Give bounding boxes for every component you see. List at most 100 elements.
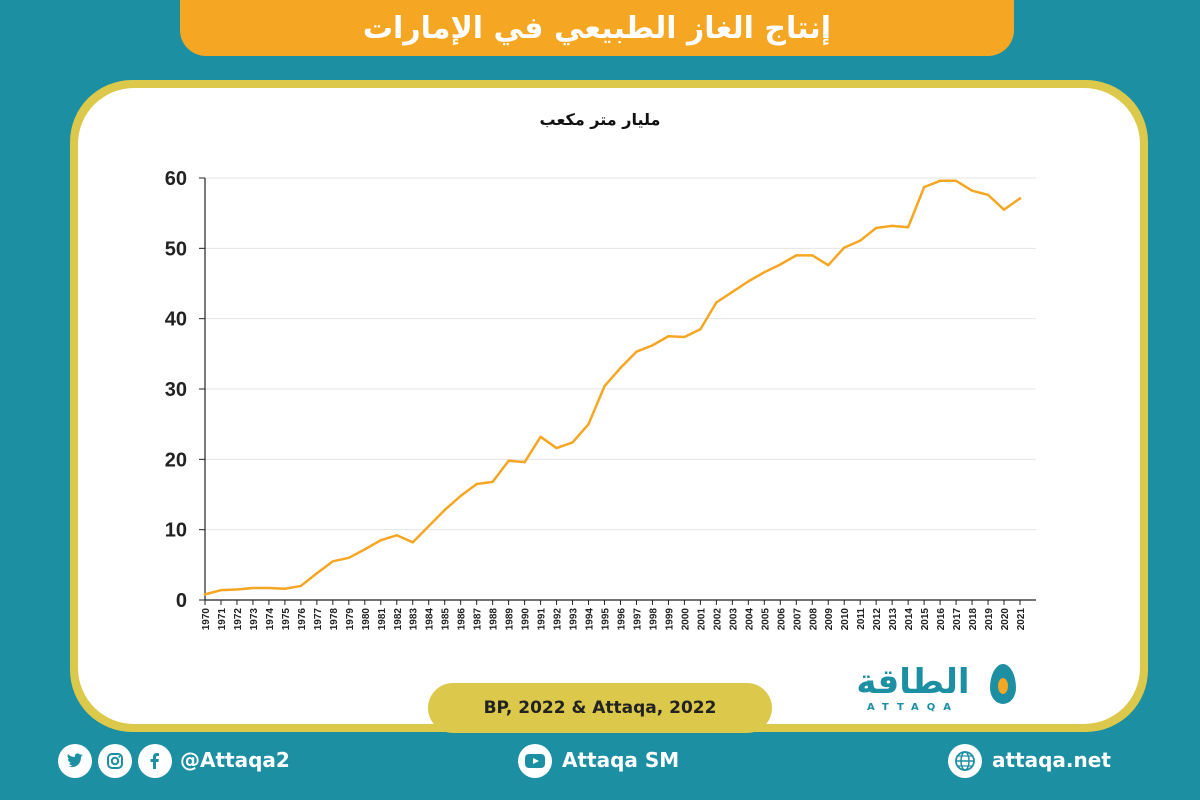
x-tick-label: 2005 xyxy=(760,608,771,631)
data-point xyxy=(539,435,542,439)
data-point xyxy=(843,246,846,249)
x-tick-label: 2012 xyxy=(872,608,883,631)
x-tick-label: 2016 xyxy=(936,608,947,631)
x-tick-label: 1978 xyxy=(329,608,340,631)
data-point xyxy=(251,586,255,590)
x-tick-label: 1974 xyxy=(265,608,276,631)
x-tick-label: 2021 xyxy=(1016,608,1027,631)
x-tick-label: 2020 xyxy=(1000,608,1011,631)
x-tick-label: 1990 xyxy=(521,608,532,631)
x-tick-label: 1994 xyxy=(585,608,596,631)
facebook-icon[interactable] xyxy=(138,744,172,778)
data-point xyxy=(619,366,622,370)
data-point xyxy=(858,239,862,242)
source-text: BP, 2022 & Attaqa, 2022 xyxy=(483,698,717,718)
data-point xyxy=(219,588,223,592)
x-tick-label: 1999 xyxy=(664,608,675,631)
source-badge: BP, 2022 & Attaqa, 2022 xyxy=(428,683,772,733)
x-tick-label: 1981 xyxy=(377,608,388,631)
x-tick-label: 1995 xyxy=(601,608,612,631)
y-axis-label: مليار متر مكعب xyxy=(539,110,661,129)
data-point xyxy=(635,350,638,353)
x-tick-label: 1985 xyxy=(441,608,452,631)
data-point xyxy=(683,335,686,339)
data-point xyxy=(779,263,782,266)
website-link[interactable]: attaqa.net xyxy=(992,748,1111,772)
social-handle[interactable]: @Attaqa2 xyxy=(180,748,290,772)
drop-icon xyxy=(990,664,1016,704)
youtube-icon[interactable] xyxy=(518,744,552,778)
x-tick-label: 1982 xyxy=(393,608,404,631)
globe-icon[interactable] xyxy=(948,744,982,778)
data-point xyxy=(938,179,942,183)
data-point xyxy=(811,254,814,257)
data-point xyxy=(747,280,750,283)
data-point xyxy=(427,524,430,528)
data-point xyxy=(587,422,590,426)
data-point xyxy=(795,254,798,257)
data-point xyxy=(507,459,510,462)
x-tick-label: 1977 xyxy=(313,608,324,631)
youtube-channel[interactable]: Attaqa SM xyxy=(562,748,680,772)
data-point xyxy=(1018,197,1022,200)
y-tick-label: 40 xyxy=(165,309,187,331)
x-tick-label: 1976 xyxy=(297,608,308,631)
data-point xyxy=(970,189,974,192)
y-tick-label: 60 xyxy=(165,168,187,190)
x-tick-label: 1971 xyxy=(217,608,228,631)
data-point xyxy=(331,560,335,563)
x-tick-label: 1984 xyxy=(425,608,436,631)
y-tick-label: 30 xyxy=(165,379,187,401)
data-point xyxy=(523,460,526,464)
data-point xyxy=(475,482,478,486)
series-line xyxy=(203,179,1022,596)
x-tick-label: 2011 xyxy=(856,608,867,630)
twitter-icon[interactable] xyxy=(58,744,92,778)
x-tick-label: 1970 xyxy=(201,608,212,631)
x-tick-label: 1998 xyxy=(648,608,659,631)
attaqa-logo: الطاقة ATTAQA xyxy=(838,660,1028,720)
data-point xyxy=(235,588,239,591)
title-banner: إنتاج الغاز الطبيعي في الإمارات xyxy=(180,0,1014,56)
data-point xyxy=(986,193,990,197)
instagram-icon[interactable] xyxy=(98,744,132,778)
data-point xyxy=(379,539,382,542)
chart-title: إنتاج الغاز الطبيعي في الإمارات xyxy=(362,10,832,46)
data-point xyxy=(283,587,287,590)
x-tick-label: 1973 xyxy=(249,608,260,631)
x-tick-label: 2008 xyxy=(808,608,819,631)
data-point xyxy=(827,264,830,267)
data-point xyxy=(267,586,271,590)
x-tick-label: 2006 xyxy=(776,608,787,631)
x-tick-label: 1993 xyxy=(569,608,580,631)
x-tick-label: 2010 xyxy=(840,608,851,631)
x-tick-label: 2003 xyxy=(728,608,739,631)
x-tick-label: 2014 xyxy=(904,608,915,631)
data-point xyxy=(1002,208,1006,211)
data-point xyxy=(890,224,894,228)
x-tick-label: 1991 xyxy=(537,608,548,631)
data-point xyxy=(715,301,718,304)
x-tick-label: 2013 xyxy=(888,608,899,631)
data-point xyxy=(731,290,734,294)
data-point xyxy=(922,185,926,189)
data-point xyxy=(363,548,367,551)
data-point xyxy=(299,584,303,588)
y-tick-label: 50 xyxy=(165,238,187,260)
data-point xyxy=(603,384,606,388)
data-point xyxy=(459,494,462,498)
data-point xyxy=(906,226,910,229)
logo-subtext: ATTAQA xyxy=(866,702,960,713)
x-tick-label: 2015 xyxy=(920,608,931,631)
x-tick-label: 1997 xyxy=(632,608,643,631)
x-tick-label: 1980 xyxy=(361,608,372,631)
x-tick-label: 1987 xyxy=(473,608,484,631)
data-point xyxy=(491,480,494,484)
x-tick-label: 1983 xyxy=(409,608,420,631)
y-tick-label: 10 xyxy=(165,520,187,542)
x-tick-label: 2009 xyxy=(824,608,835,631)
x-tick-label: 1996 xyxy=(616,608,627,631)
data-point xyxy=(395,534,398,537)
data-point xyxy=(699,328,702,331)
